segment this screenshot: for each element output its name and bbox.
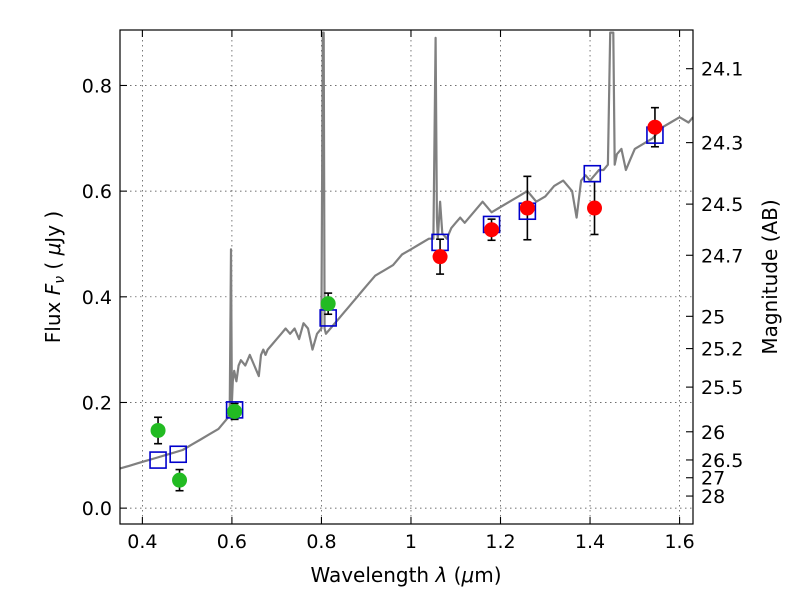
model-spectrum-layer: [120, 31, 693, 470]
axis-ticks: 0.4 0.6 0.8 1 1.2 1.4 1.6 0.0 0.2 0.4 0.6 0.8 24.1 24…: [82, 30, 743, 553]
mag-tick-label: 26.5: [701, 450, 743, 472]
observed-red-point: [647, 119, 663, 135]
observed-green-point: [172, 472, 188, 488]
mag-tick-label: 24.1: [701, 59, 743, 81]
plot-frame: [119, 29, 694, 525]
right-axis-label: Magnitude (AB): [758, 199, 782, 354]
x-axis-label: Wavelength λ (μm): [310, 563, 501, 587]
mag-tick-label: 24.7: [701, 245, 743, 267]
observed-red-point: [432, 249, 448, 265]
mag-tick-label: 24.5: [701, 194, 743, 216]
grid: [120, 30, 693, 524]
observed-points-layer: [150, 119, 663, 488]
mag-tick-label: 25.5: [701, 377, 743, 399]
y-tick-label: 0.4: [82, 287, 112, 309]
observed-red-point: [484, 222, 500, 238]
observed-red-point: [519, 200, 535, 216]
mag-tick-label: 25: [701, 306, 725, 328]
y-axis-label: Flux Fν ( μJy ): [41, 211, 68, 343]
mag-tick-label: 28: [701, 486, 725, 508]
model-spectrum-line: [120, 31, 693, 470]
observed-green-point: [320, 296, 336, 312]
y-tick-label: 0.6: [82, 181, 112, 203]
x-tick-label: 0.8: [306, 531, 336, 553]
mag-tick-label: 27: [701, 468, 725, 490]
x-tick-label: 0.6: [217, 531, 247, 553]
model-photometry-layer: [149, 126, 664, 469]
observed-green-point: [227, 403, 243, 419]
x-tick-label: 1.6: [664, 531, 694, 553]
model-photometry-marker: [583, 164, 602, 183]
model-photometry-marker: [149, 451, 167, 469]
mag-tick-label: 25.2: [701, 339, 743, 361]
observed-red-point: [587, 200, 603, 216]
y-tick-label: 0.2: [82, 392, 112, 414]
observed-green-point: [150, 422, 166, 438]
x-tick-label: 1: [405, 531, 417, 553]
mag-tick-label: 26: [701, 422, 725, 444]
model-photometry-marker: [169, 445, 187, 464]
x-tick-label: 1.2: [485, 531, 515, 553]
mag-tick-label: 24.3: [701, 133, 743, 155]
y-tick-label: 0.0: [82, 498, 112, 520]
x-tick-label: 1.4: [575, 531, 605, 553]
x-tick-label: 0.4: [127, 531, 157, 553]
y-tick-label: 0.8: [82, 75, 112, 97]
